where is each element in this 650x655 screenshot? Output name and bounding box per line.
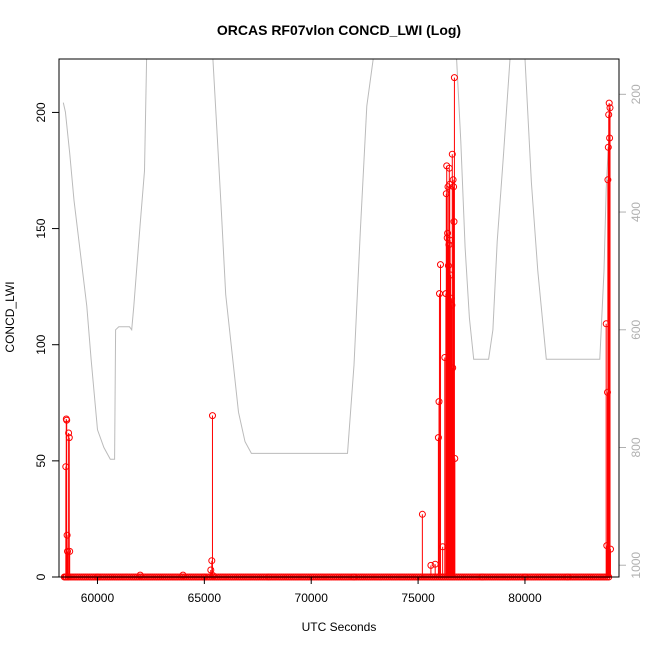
- data-point: [606, 104, 614, 112]
- y2-tick-label: 800: [629, 437, 643, 457]
- x-tick-label: 60000: [81, 591, 115, 605]
- y-tick-label: 150: [34, 218, 48, 238]
- y2-tick-label: 200: [629, 84, 643, 104]
- data-point: [449, 176, 457, 184]
- data-point: [444, 229, 452, 237]
- data-point: [136, 571, 144, 579]
- data-point: [437, 261, 444, 269]
- y-tick-label: 0: [34, 573, 48, 580]
- data-point: [447, 271, 455, 279]
- data-point: [606, 134, 614, 142]
- data-point: [451, 455, 459, 462]
- data-point: [602, 320, 610, 328]
- data-point: [435, 398, 443, 406]
- data-point: [447, 294, 455, 302]
- data-point: [448, 150, 456, 158]
- x-tick-label: 80000: [508, 591, 542, 605]
- axes-layer: 60000 65000 70000 75000 80000 0 50 100 150 200 200…: [34, 84, 643, 605]
- data-point: [431, 560, 439, 568]
- data-point: [604, 176, 612, 184]
- data-point: [209, 572, 217, 580]
- y-tick-label: 50: [34, 454, 48, 468]
- data-point: [441, 354, 449, 361]
- data-point: [604, 143, 612, 151]
- data-point: [607, 545, 614, 553]
- y2-tick-label: 400: [629, 202, 643, 222]
- x-tick-label: 65000: [188, 591, 222, 605]
- data-point: [448, 301, 456, 309]
- data-point: [62, 463, 70, 471]
- data-point: [605, 99, 613, 107]
- y-tick-label: 200: [34, 102, 48, 122]
- data-point: [450, 218, 458, 226]
- chart-title: ORCAS RF07vlon CONCD_LWI (Log): [217, 22, 461, 38]
- data-point: [444, 262, 452, 270]
- data-point: [605, 111, 613, 119]
- y-axis-label: CONCD_LWI: [3, 281, 17, 352]
- y-tick-label: 100: [34, 334, 48, 354]
- data-point: [208, 557, 216, 565]
- data-point: [445, 241, 453, 249]
- data-point: [209, 412, 216, 420]
- data-point: [603, 542, 611, 550]
- data-point: [449, 364, 457, 372]
- y2-tick-label: 1000: [629, 552, 643, 579]
- data-point: [604, 388, 611, 396]
- x-tick-label: 70000: [295, 591, 329, 605]
- data-point: [442, 190, 450, 198]
- data-point: [65, 434, 73, 442]
- data-point: [66, 547, 74, 555]
- data-point: [63, 416, 71, 424]
- data-point: [427, 561, 435, 569]
- x-axis-label: UTC Seconds: [302, 620, 377, 634]
- data-point: [442, 290, 450, 298]
- plot-frame: [58, 58, 620, 578]
- data-point: [179, 571, 187, 579]
- y2-tick-label: 600: [629, 319, 643, 339]
- data-point: [447, 510, 455, 518]
- data-point: [450, 74, 458, 82]
- data-point: [446, 236, 454, 244]
- data-point: [63, 531, 71, 539]
- data-point: [439, 543, 447, 551]
- data-point: [450, 183, 458, 191]
- data-point: [445, 164, 453, 172]
- x-tick-label: 75000: [401, 591, 435, 605]
- data-point: [207, 566, 215, 574]
- data-point: [434, 434, 442, 442]
- data-point: [418, 510, 426, 518]
- data-point: [65, 429, 73, 437]
- data-point: [64, 547, 71, 555]
